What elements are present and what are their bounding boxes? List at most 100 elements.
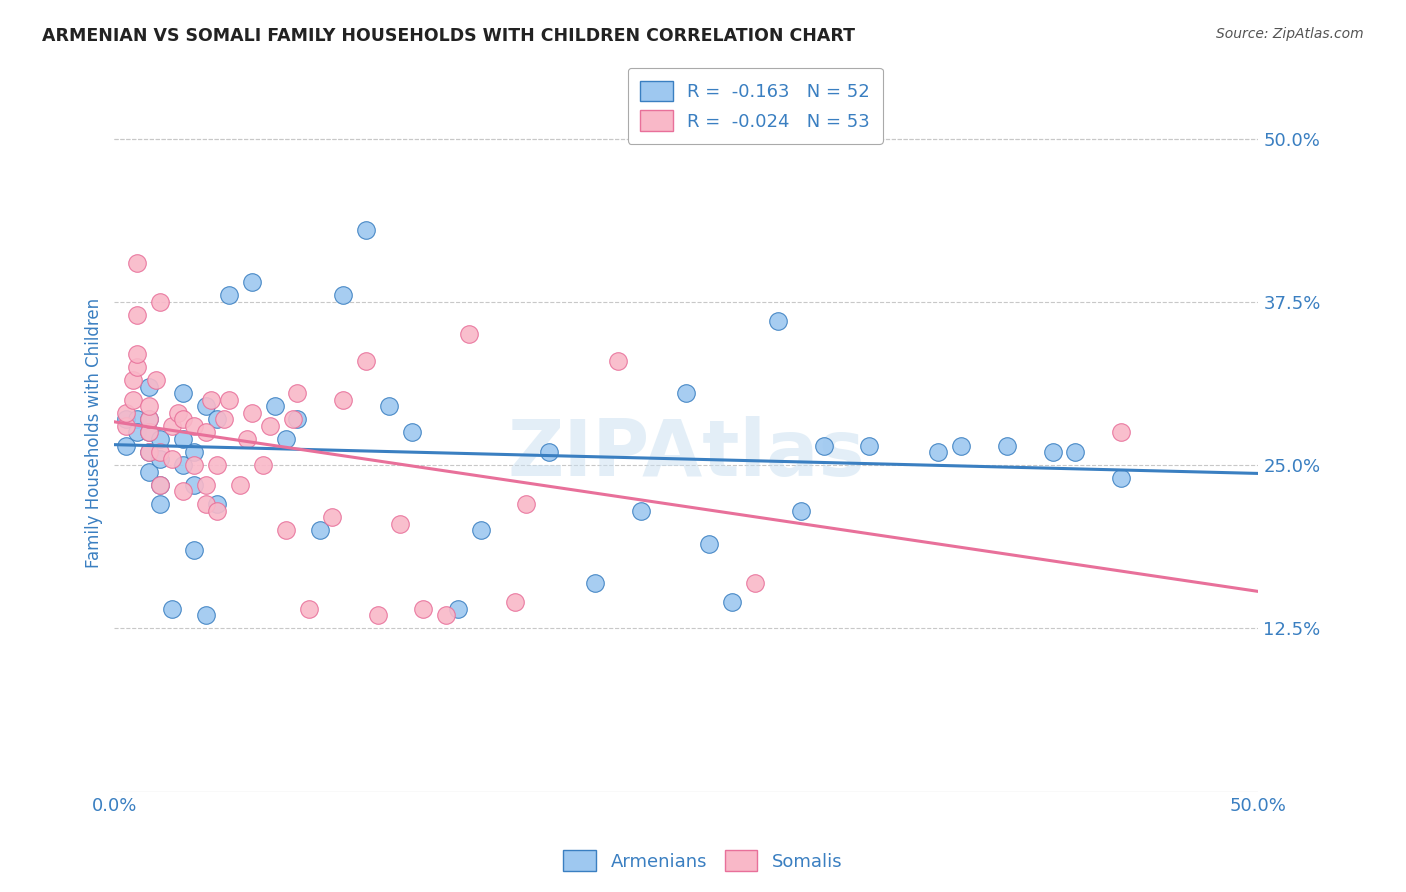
- Point: [458, 327, 481, 342]
- Point: [766, 314, 789, 328]
- Point: [183, 543, 205, 558]
- Point: [412, 602, 434, 616]
- Point: [434, 608, 457, 623]
- Point: [470, 524, 492, 538]
- Point: [138, 400, 160, 414]
- Point: [503, 595, 526, 609]
- Point: [207, 497, 229, 511]
- Point: [172, 386, 194, 401]
- Point: [121, 392, 143, 407]
- Point: [160, 451, 183, 466]
- Point: [1109, 425, 1132, 440]
- Point: [354, 223, 377, 237]
- Legend: R =  -0.163   N = 52, R =  -0.024   N = 53: R = -0.163 N = 52, R = -0.024 N = 53: [627, 68, 883, 144]
- Point: [281, 412, 304, 426]
- Point: [218, 288, 240, 302]
- Point: [145, 373, 167, 387]
- Point: [354, 353, 377, 368]
- Point: [172, 458, 194, 472]
- Point: [149, 445, 172, 459]
- Point: [1109, 471, 1132, 485]
- Point: [332, 392, 354, 407]
- Point: [172, 412, 194, 426]
- Y-axis label: Family Households with Children: Family Households with Children: [86, 297, 103, 567]
- Point: [149, 477, 172, 491]
- Point: [149, 477, 172, 491]
- Point: [115, 438, 138, 452]
- Point: [194, 608, 217, 623]
- Point: [1064, 445, 1087, 459]
- Point: [138, 465, 160, 479]
- Point: [630, 504, 652, 518]
- Point: [446, 602, 468, 616]
- Point: [149, 432, 172, 446]
- Legend: Armenians, Somalis: Armenians, Somalis: [557, 843, 849, 879]
- Point: [697, 536, 720, 550]
- Point: [200, 392, 222, 407]
- Point: [287, 386, 309, 401]
- Point: [127, 347, 149, 361]
- Point: [274, 524, 297, 538]
- Point: [1042, 445, 1064, 459]
- Point: [149, 497, 172, 511]
- Point: [138, 445, 160, 459]
- Point: [194, 425, 217, 440]
- Point: [538, 445, 561, 459]
- Point: [367, 608, 389, 623]
- Point: [995, 438, 1018, 452]
- Text: ZIPAtlas: ZIPAtlas: [508, 416, 865, 492]
- Point: [401, 425, 423, 440]
- Point: [298, 602, 321, 616]
- Point: [127, 255, 149, 269]
- Point: [121, 373, 143, 387]
- Point: [229, 477, 252, 491]
- Point: [378, 400, 401, 414]
- Point: [583, 575, 606, 590]
- Point: [127, 308, 149, 322]
- Point: [194, 477, 217, 491]
- Point: [287, 412, 309, 426]
- Point: [138, 380, 160, 394]
- Text: ARMENIAN VS SOMALI FAMILY HOUSEHOLDS WITH CHILDREN CORRELATION CHART: ARMENIAN VS SOMALI FAMILY HOUSEHOLDS WIT…: [42, 27, 855, 45]
- Point: [309, 524, 332, 538]
- Point: [115, 419, 138, 434]
- Point: [183, 445, 205, 459]
- Point: [927, 445, 949, 459]
- Point: [115, 406, 138, 420]
- Point: [207, 458, 229, 472]
- Point: [138, 412, 160, 426]
- Point: [236, 432, 259, 446]
- Point: [167, 406, 190, 420]
- Point: [252, 458, 274, 472]
- Point: [183, 458, 205, 472]
- Point: [127, 412, 149, 426]
- Point: [160, 602, 183, 616]
- Point: [138, 425, 160, 440]
- Point: [858, 438, 880, 452]
- Point: [160, 419, 183, 434]
- Point: [515, 497, 537, 511]
- Point: [675, 386, 697, 401]
- Point: [259, 419, 281, 434]
- Point: [207, 412, 229, 426]
- Point: [183, 419, 205, 434]
- Point: [321, 510, 343, 524]
- Text: Source: ZipAtlas.com: Source: ZipAtlas.com: [1216, 27, 1364, 41]
- Point: [149, 294, 172, 309]
- Point: [138, 425, 160, 440]
- Point: [207, 504, 229, 518]
- Point: [194, 400, 217, 414]
- Point: [127, 360, 149, 375]
- Point: [389, 516, 412, 531]
- Point: [194, 497, 217, 511]
- Point: [183, 477, 205, 491]
- Point: [274, 432, 297, 446]
- Point: [744, 575, 766, 590]
- Point: [606, 353, 628, 368]
- Point: [115, 412, 138, 426]
- Point: [138, 445, 160, 459]
- Point: [127, 425, 149, 440]
- Point: [950, 438, 973, 452]
- Point: [332, 288, 354, 302]
- Point: [721, 595, 744, 609]
